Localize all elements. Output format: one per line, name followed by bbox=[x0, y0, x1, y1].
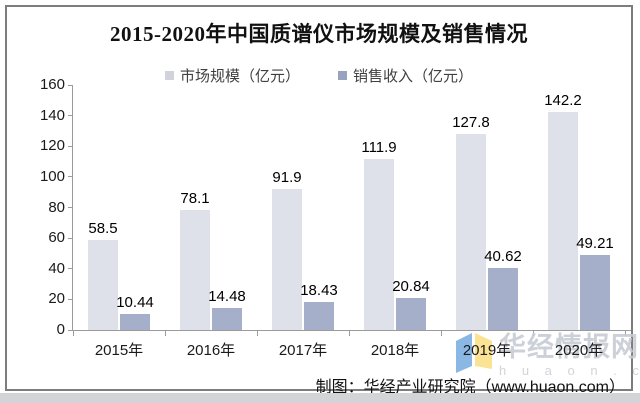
market-size-value-label-2017年: 91.9 bbox=[272, 169, 302, 187]
watermark: 华经情报网 h u a o n . c o m bbox=[455, 333, 640, 378]
y-tick-60 bbox=[68, 237, 73, 239]
sales-revenue-bar-2019年 bbox=[488, 267, 518, 330]
x-axis-label-2015年: 2015年 bbox=[94, 342, 144, 359]
chart-title: 2015-2020年中国质谱仪市场规模及销售情况 bbox=[110, 22, 528, 46]
sales-revenue-bar-2018年 bbox=[396, 298, 426, 330]
x-axis-label-2016年: 2016年 bbox=[186, 342, 236, 359]
x-axis-label-2018年: 2018年 bbox=[370, 342, 420, 359]
market-size-bar-2018年 bbox=[364, 158, 394, 330]
credit-line: 制图：华经产业研究院（www.huaon.com） bbox=[315, 379, 625, 396]
sales-revenue-bar-2016年 bbox=[212, 307, 242, 330]
market-size-value-label-2020年: 142.2 bbox=[544, 92, 582, 110]
y-tick-40 bbox=[68, 268, 73, 270]
x-tick-2 bbox=[257, 330, 258, 336]
x-axis-label-2019年: 2019年 bbox=[462, 342, 512, 359]
x-tick-1 bbox=[165, 330, 166, 336]
market-size-value-label-2019年: 127.8 bbox=[452, 114, 490, 132]
y-axis-label-20: 20 bbox=[48, 290, 65, 308]
x-tick-5 bbox=[533, 330, 534, 336]
market-size-bar-2020年 bbox=[548, 112, 578, 330]
market-size-bar-2019年 bbox=[456, 134, 486, 330]
sales-revenue-bar-2020年 bbox=[580, 254, 610, 330]
sales-revenue-value-label-2019年: 40.62 bbox=[484, 247, 522, 265]
legend-label-1: 销售收入（亿元） bbox=[353, 68, 474, 85]
x-tick-0 bbox=[73, 330, 74, 336]
sales-revenue-bar-2017年 bbox=[304, 301, 334, 330]
sales-revenue-value-label-2017年: 18.43 bbox=[300, 281, 338, 299]
legend-label-0: 市场规模（亿元） bbox=[179, 68, 300, 85]
sales-revenue-value-label-2015年: 10.44 bbox=[116, 294, 154, 312]
bottom-strip bbox=[0, 393, 640, 403]
y-axis-label-160: 160 bbox=[39, 76, 65, 93]
market-size-bar-2017年 bbox=[272, 189, 302, 330]
y-tick-80 bbox=[68, 207, 73, 208]
market-size-value-label-2018年: 111.9 bbox=[361, 138, 397, 156]
y-tick-100 bbox=[68, 176, 73, 178]
y-tick-140 bbox=[68, 115, 73, 117]
y-axis-label-40: 40 bbox=[48, 259, 65, 277]
x-axis-label-2020年: 2020年 bbox=[554, 342, 604, 359]
legend-item-0: 市场规模（亿元） bbox=[164, 65, 300, 86]
market-size-value-label-2015年: 58.5 bbox=[88, 220, 118, 238]
x-axis-label-2017年: 2017年 bbox=[278, 342, 328, 359]
chart-legend: 市场规模（亿元） 销售收入（亿元） bbox=[7, 65, 631, 86]
y-tick-120 bbox=[68, 145, 73, 147]
sales-revenue-value-label-2018年: 20.84 bbox=[392, 278, 430, 296]
y-axis-label-140: 140 bbox=[39, 106, 65, 124]
legend-item-1: 销售收入（亿元） bbox=[338, 65, 473, 86]
y-axis-label-60: 60 bbox=[48, 229, 65, 247]
legend-marker-0 bbox=[164, 71, 174, 80]
plot-area: 0 20 40 60 80 100 120 140 160 2015年 58.5 10.44 2016年… bbox=[40, 76, 631, 359]
y-tick-0 bbox=[68, 329, 73, 331]
sales-revenue-bar-2015年 bbox=[120, 314, 150, 330]
x-tick-3 bbox=[349, 330, 350, 336]
y-axis-label-120: 120 bbox=[39, 137, 65, 155]
huaon-logo-icon bbox=[456, 333, 492, 373]
market-size-value-label-2016年: 78.1 bbox=[180, 190, 210, 208]
market-size-bar-2015年 bbox=[88, 240, 118, 330]
y-axis-label-0: 0 bbox=[56, 321, 65, 338]
watermark-domain: h u a o n . c o m bbox=[499, 363, 640, 378]
sales-revenue-value-label-2020年: 49.21 bbox=[576, 234, 614, 252]
x-tick-6 bbox=[625, 330, 626, 336]
y-axis-label-100: 100 bbox=[39, 167, 65, 185]
legend-marker-1 bbox=[338, 71, 347, 80]
y-axis-label-80: 80 bbox=[48, 198, 65, 216]
y-tick-160 bbox=[68, 84, 73, 86]
sales-revenue-value-label-2016年: 14.48 bbox=[208, 287, 246, 305]
x-tick-4 bbox=[441, 330, 442, 336]
watermark-brand: 华经情报网 bbox=[499, 332, 639, 362]
y-tick-20 bbox=[68, 298, 73, 300]
market-size-bar-2016年 bbox=[180, 210, 210, 330]
chart-frame: 2015-2020年中国质谱仪市场规模及销售情况 市场规模（亿元） 销售收入（亿元… bbox=[5, 5, 640, 396]
